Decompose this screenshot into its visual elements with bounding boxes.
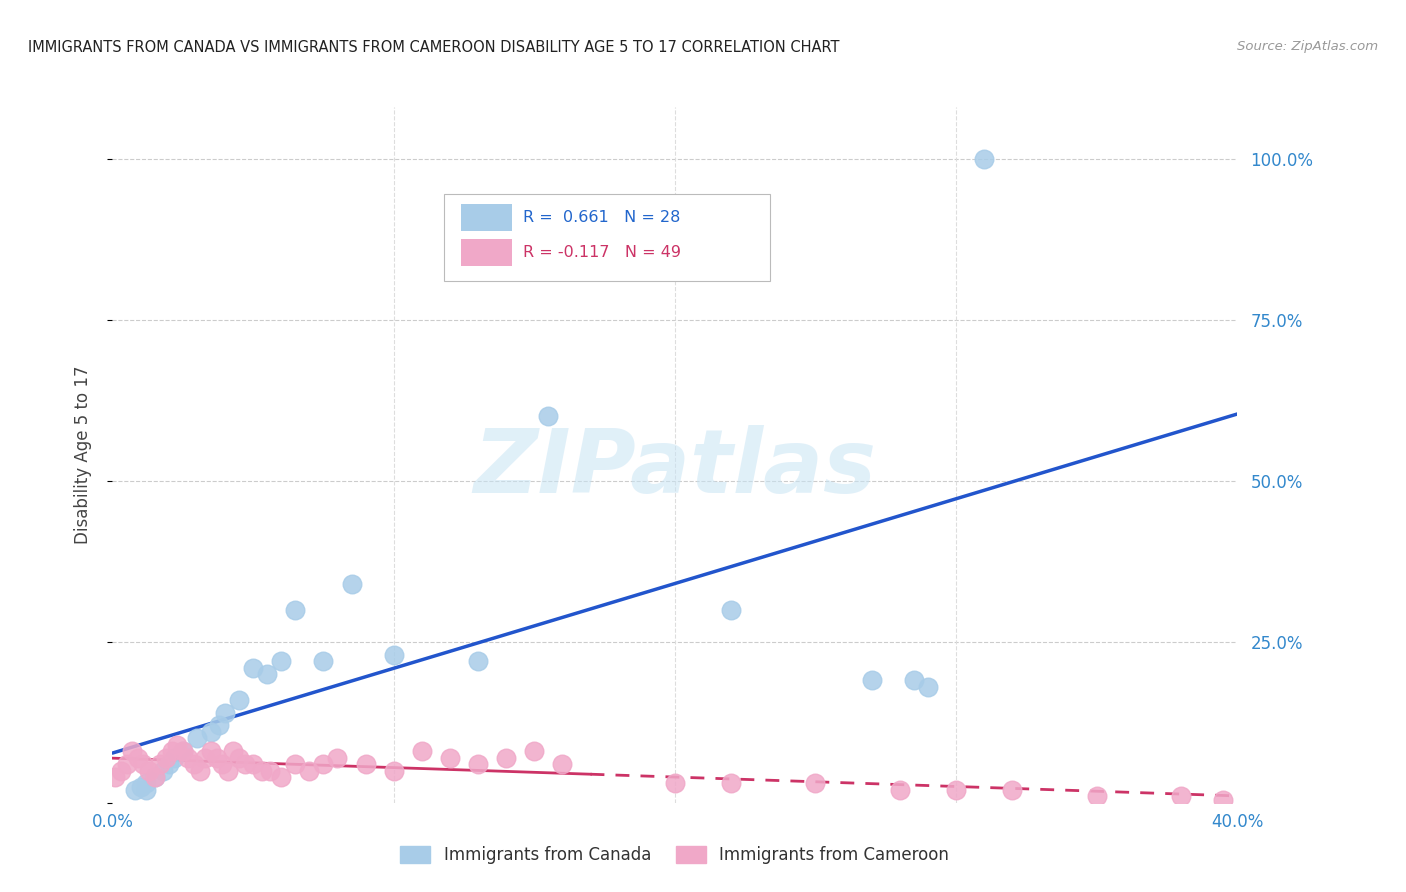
Point (188, 764, 211, 778)
Point (228, 750, 250, 764)
Point (889, 783, 911, 797)
Point (115, 757, 138, 772)
Text: ZIPatlas: ZIPatlas (474, 425, 876, 512)
FancyBboxPatch shape (444, 194, 770, 281)
Point (495, 750, 517, 764)
Point (439, 750, 461, 764)
Point (256, 667, 278, 681)
Point (382, 648, 405, 662)
Point (211, 757, 233, 772)
FancyBboxPatch shape (461, 239, 512, 266)
Y-axis label: Disability Age 5 to 17: Disability Age 5 to 17 (73, 366, 91, 544)
Point (214, 706, 236, 720)
Point (326, 750, 349, 764)
Point (312, 654, 335, 668)
Point (1212, 792, 1234, 806)
Point (124, 783, 146, 797)
Point (132, 757, 155, 772)
Point (194, 750, 217, 764)
Point (537, 409, 560, 424)
Point (298, 764, 321, 778)
Point (104, 770, 127, 784)
Point (233, 757, 256, 772)
Point (973, 152, 995, 166)
Point (155, 750, 177, 764)
Point (1085, 789, 1108, 804)
Point (340, 576, 363, 591)
Point (160, 744, 183, 758)
Point (354, 757, 377, 772)
Point (143, 770, 166, 784)
Point (664, 776, 686, 790)
Point (217, 764, 239, 778)
Point (127, 750, 149, 764)
Point (382, 764, 405, 778)
Point (228, 692, 250, 706)
Point (467, 654, 489, 668)
Point (270, 654, 292, 668)
Text: Source: ZipAtlas.com: Source: ZipAtlas.com (1237, 40, 1378, 54)
Text: R = -0.117   N = 49: R = -0.117 N = 49 (523, 245, 681, 260)
Point (284, 602, 307, 616)
Point (945, 783, 967, 797)
Point (903, 673, 925, 688)
Point (129, 780, 152, 794)
Point (110, 764, 132, 778)
Point (208, 718, 231, 732)
Point (143, 770, 166, 784)
Text: IMMIGRANTS FROM CANADA VS IMMIGRANTS FROM CAMEROON DISABILITY AGE 5 TO 17 CORREL: IMMIGRANTS FROM CANADA VS IMMIGRANTS FRO… (28, 40, 839, 55)
Point (312, 757, 335, 772)
Point (551, 757, 574, 772)
Point (242, 757, 264, 772)
Point (205, 750, 228, 764)
Point (720, 602, 742, 616)
Point (152, 764, 174, 778)
Point (149, 757, 172, 772)
Point (411, 744, 433, 758)
FancyBboxPatch shape (461, 204, 512, 231)
Point (172, 744, 194, 758)
Point (242, 660, 264, 674)
Point (720, 776, 742, 790)
Point (860, 673, 883, 688)
Point (138, 764, 160, 778)
Point (177, 750, 200, 764)
Point (804, 776, 827, 790)
Point (135, 776, 157, 790)
Point (186, 731, 208, 746)
Point (284, 757, 307, 772)
Point (163, 750, 186, 764)
Text: R =  0.661   N = 28: R = 0.661 N = 28 (523, 211, 681, 225)
Point (166, 738, 188, 752)
Point (200, 725, 222, 739)
Point (467, 757, 489, 772)
Point (523, 744, 546, 758)
Point (1001, 783, 1024, 797)
Point (259, 764, 281, 778)
Point (200, 744, 222, 758)
Point (917, 680, 939, 694)
Point (183, 757, 205, 772)
Point (250, 764, 273, 778)
Point (135, 783, 157, 797)
Point (222, 744, 245, 758)
Legend: Immigrants from Canada, Immigrants from Cameroon: Immigrants from Canada, Immigrants from … (401, 846, 949, 864)
Point (121, 744, 143, 758)
Point (157, 757, 180, 772)
Point (270, 770, 292, 784)
Point (1170, 789, 1192, 804)
Point (172, 744, 194, 758)
